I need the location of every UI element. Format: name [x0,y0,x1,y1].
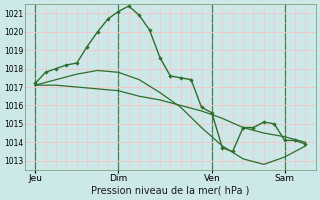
X-axis label: Pression niveau de la mer( hPa ): Pression niveau de la mer( hPa ) [91,186,250,196]
